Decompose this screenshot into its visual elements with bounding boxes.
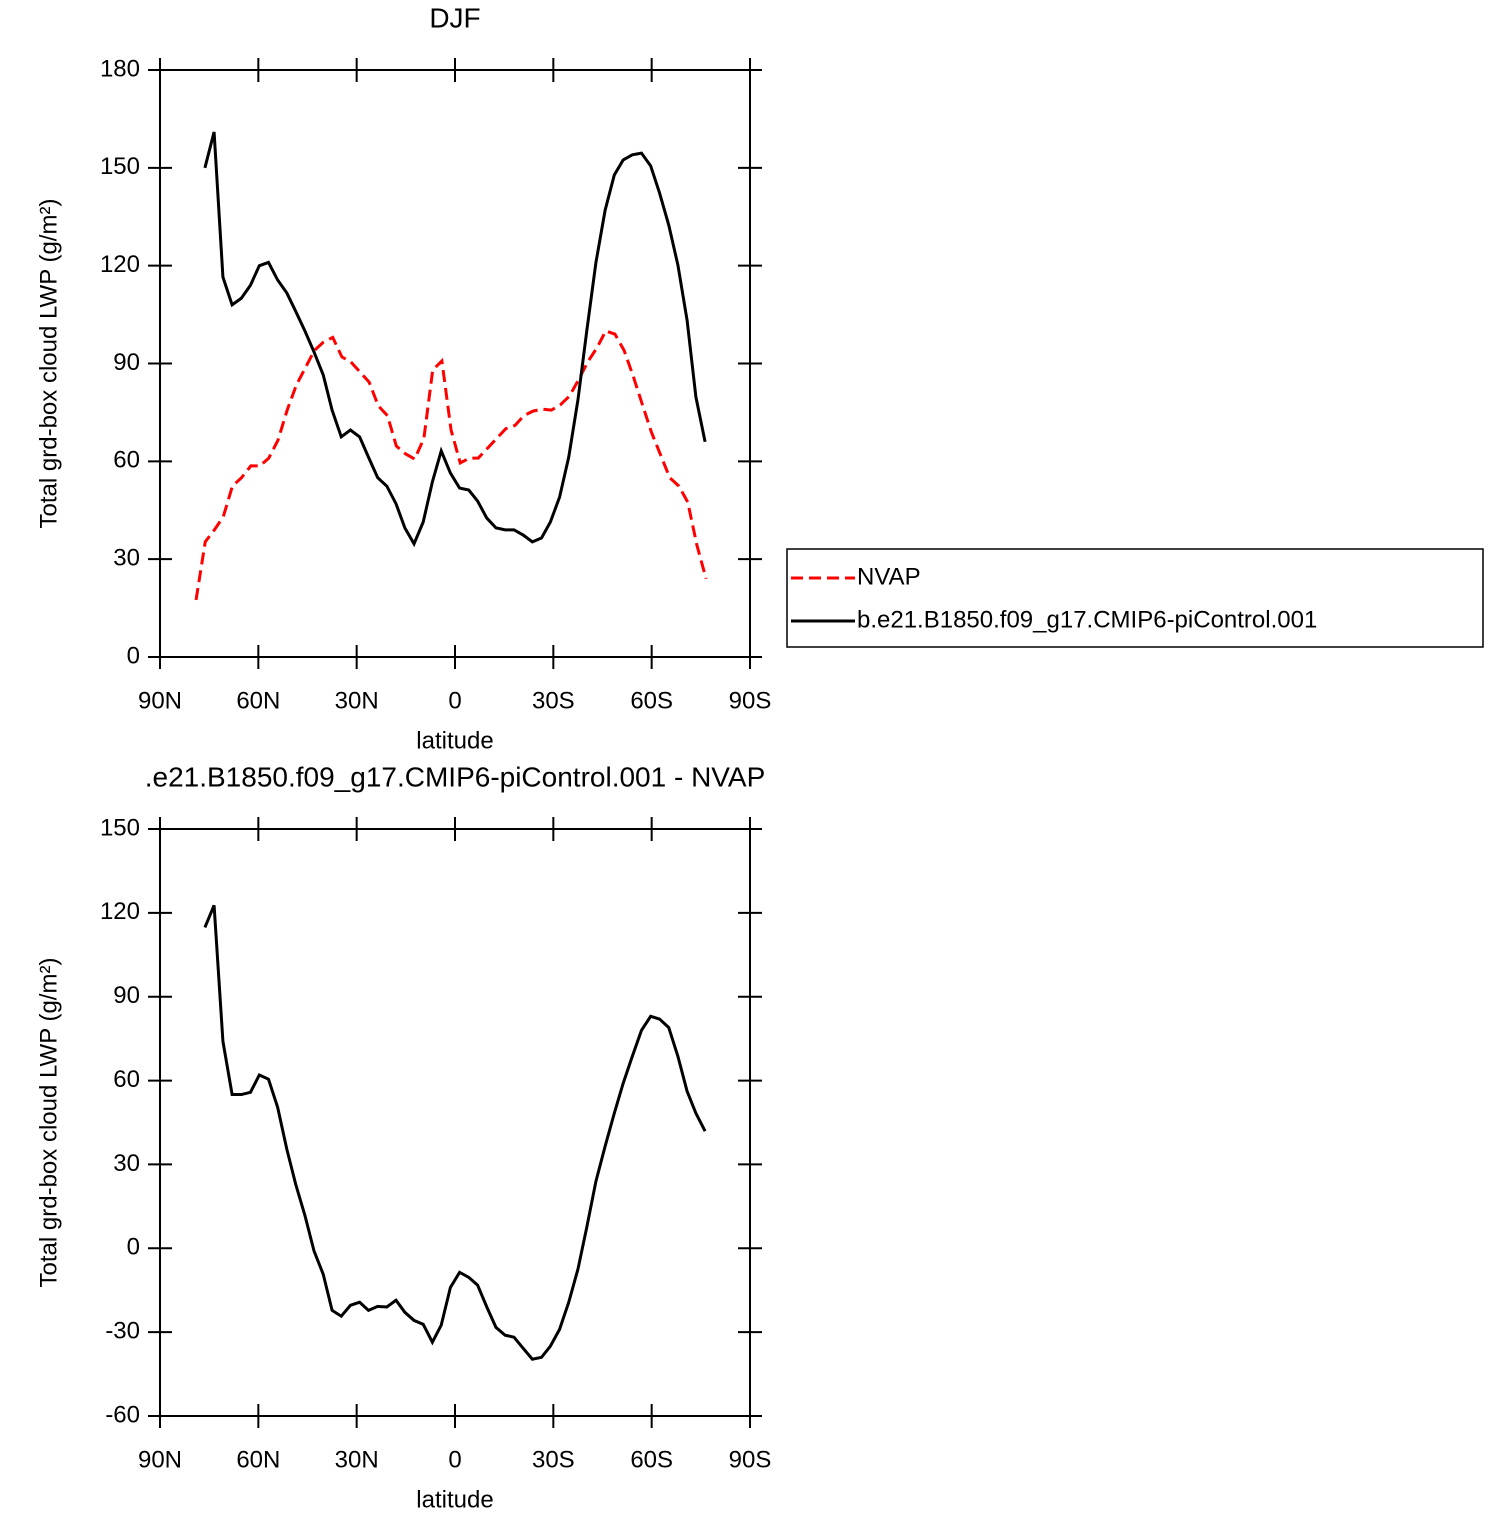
- x-tick-label: 30S: [532, 687, 575, 714]
- y-tick-label: 0: [127, 1234, 140, 1261]
- plot-frame: [159, 69, 751, 658]
- x-tick-label: 90S: [729, 1446, 772, 1473]
- y-tick-label: 120: [100, 898, 140, 925]
- y-tick-label: 90: [113, 349, 140, 376]
- x-tick-label: 0: [448, 687, 461, 714]
- y-tick-label: -60: [105, 1401, 140, 1428]
- y-tick-label: 0: [127, 642, 140, 669]
- legend-label: b.e21.B1850.f09_g17.CMIP6-piControl.001: [857, 606, 1317, 633]
- x-tick-label: 90S: [729, 687, 772, 714]
- x-tick-label: 60S: [630, 1446, 673, 1473]
- x-tick-label: 30N: [335, 687, 379, 714]
- y-tick-label: 180: [100, 55, 140, 82]
- y-axis-label: Total grd-box cloud LWP (g/m²): [35, 958, 62, 1288]
- legend-label: NVAP: [857, 563, 921, 590]
- x-axis-label: latitude: [416, 727, 493, 754]
- chart-title: DJF: [429, 2, 480, 33]
- x-tick-label: 60N: [236, 687, 280, 714]
- y-tick-label: 30: [113, 545, 140, 572]
- legend-box: [786, 548, 1484, 648]
- y-tick-label: -30: [105, 1317, 140, 1344]
- data-line: [194, 329, 708, 601]
- x-tick-label: 30S: [532, 1446, 575, 1473]
- x-tick-label: 60S: [630, 687, 673, 714]
- chart-title: .e21.B1850.f09_g17.CMIP6-piControl.001 -…: [145, 761, 766, 792]
- data-line: [203, 904, 707, 1361]
- plot-frame: [159, 828, 751, 1417]
- y-tick-label: 150: [100, 814, 140, 841]
- y-tick-label: 150: [100, 153, 140, 180]
- y-tick-label: 90: [113, 982, 140, 1009]
- x-tick-label: 30N: [335, 1446, 379, 1473]
- x-tick-label: 0: [448, 1446, 461, 1473]
- data-line: [203, 131, 707, 548]
- x-tick-label: 90N: [138, 687, 182, 714]
- x-tick-label: 60N: [236, 1446, 280, 1473]
- y-tick-label: 120: [100, 251, 140, 278]
- x-tick-label: 90N: [138, 1446, 182, 1473]
- y-tick-label: 30: [113, 1150, 140, 1177]
- y-tick-label: 60: [113, 1066, 140, 1093]
- x-axis-label: latitude: [416, 1486, 493, 1513]
- y-tick-label: 60: [113, 447, 140, 474]
- y-axis-label: Total grd-box cloud LWP (g/m²): [35, 199, 62, 529]
